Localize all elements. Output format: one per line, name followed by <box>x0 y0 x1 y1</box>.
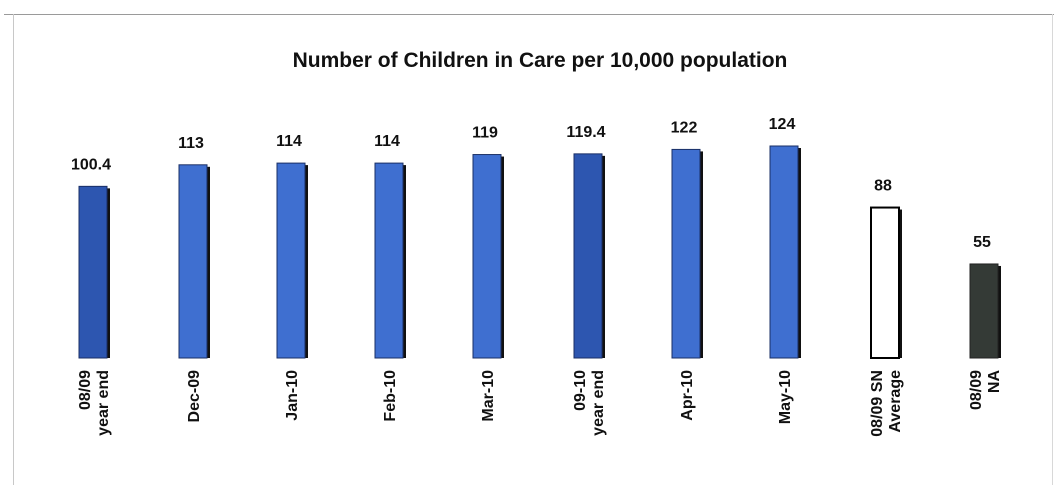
bar <box>178 164 208 359</box>
category-label: May-10 <box>777 370 794 424</box>
bar <box>769 145 799 359</box>
category-label-line: year end <box>95 370 112 436</box>
bar <box>671 148 701 359</box>
value-label: 122 <box>671 119 698 136</box>
category-label: 08/09 year end <box>77 370 112 436</box>
value-label: 124 <box>769 116 796 133</box>
category-label-line: Feb-10 <box>382 370 399 422</box>
category-label-line: Dec-09 <box>186 370 203 423</box>
value-label: 100.4 <box>71 156 111 173</box>
category-label: Feb-10 <box>382 370 399 422</box>
category-label-line: Average <box>887 370 904 433</box>
value-label: 55 <box>973 234 991 251</box>
chart-title: Number of Children in Care per 10,000 po… <box>293 49 788 72</box>
category-label-line: NA <box>986 370 1003 394</box>
category-label: 08/09 SN Average <box>869 370 904 437</box>
category-label-line: year end <box>590 370 607 436</box>
category-label-line: May-10 <box>777 370 794 424</box>
value-label: 114 <box>374 133 400 150</box>
value-label: 119.4 <box>566 124 605 141</box>
category-label-line: Apr-10 <box>679 370 696 421</box>
bar <box>969 263 999 359</box>
category-labels-layer: 08/09 year end Dec-09 Jan-10 Feb-10 Mar-10 09-… <box>77 370 1003 437</box>
value-labels-layer: 100.4 113 114 114 119 119.4 122 124 88 55 <box>71 116 991 251</box>
frame-top-border <box>4 14 1054 15</box>
frame-right-border <box>1052 14 1053 485</box>
bar <box>374 162 404 359</box>
category-label-line: Jan-10 <box>284 370 301 421</box>
value-label: 114 <box>276 133 302 150</box>
value-label: 88 <box>874 178 892 195</box>
bar <box>78 185 108 359</box>
category-label: Apr-10 <box>679 370 696 421</box>
category-label: Jan-10 <box>284 370 301 421</box>
category-label: 08/09 NA <box>968 370 1003 410</box>
category-label-line: Mar-10 <box>480 370 497 422</box>
bar <box>472 154 502 359</box>
category-label: Dec-09 <box>186 370 203 423</box>
value-label: 119 <box>472 125 498 142</box>
category-label-line: 08/09 <box>968 370 985 410</box>
category-label-line: 09-10 <box>572 370 589 411</box>
category-label-line: 08/09 <box>77 370 94 410</box>
value-label: 113 <box>178 135 204 152</box>
category-label: 09-10 year end <box>572 370 607 436</box>
bar <box>870 206 900 359</box>
bar <box>573 153 603 359</box>
bars-layer <box>78 145 1001 359</box>
frame-left-border <box>13 14 14 485</box>
category-label: Mar-10 <box>480 370 497 422</box>
bar <box>276 162 306 359</box>
category-label-line: 08/09 SN <box>869 370 886 437</box>
